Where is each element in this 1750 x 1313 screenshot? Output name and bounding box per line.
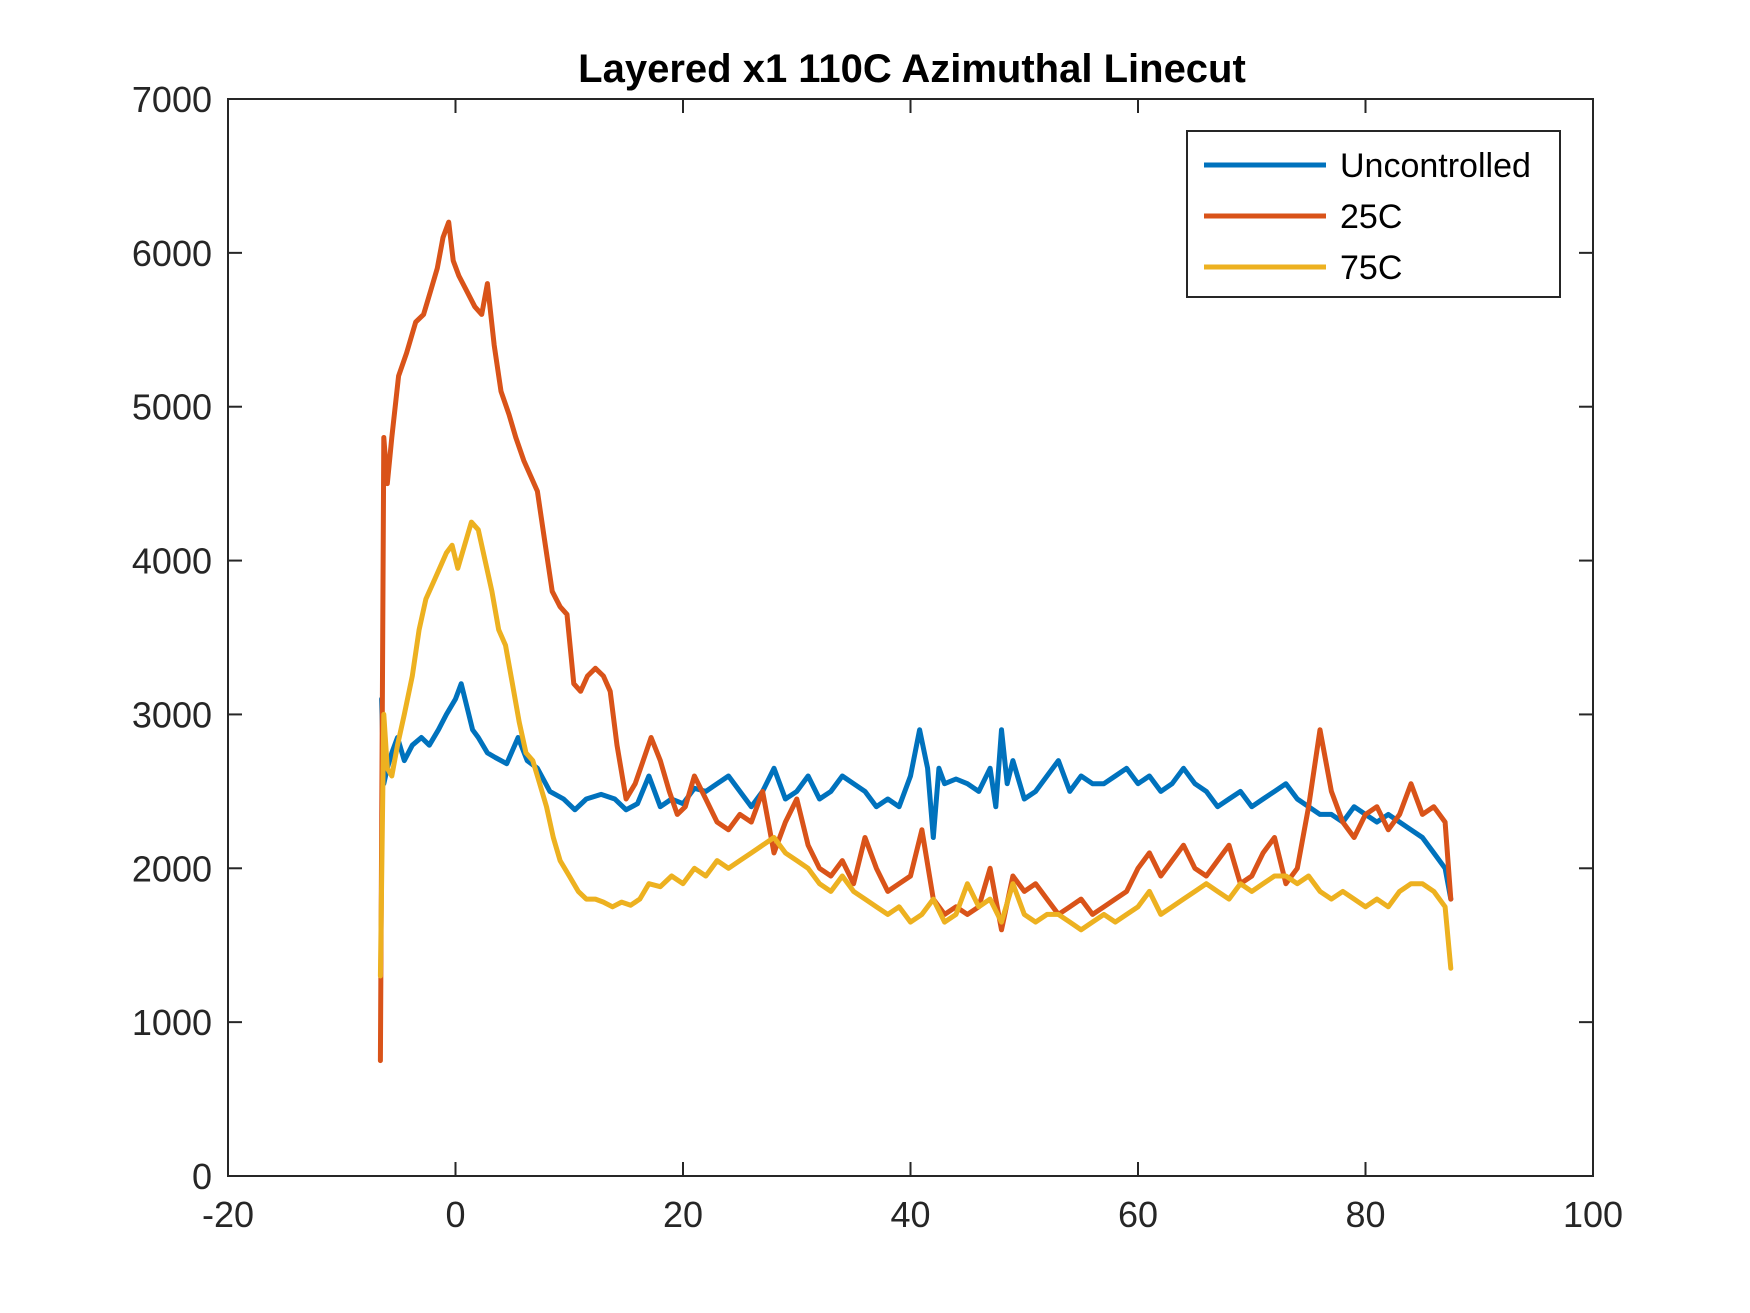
- x-tick-label: 0: [445, 1194, 465, 1235]
- y-tick-label: 5000: [132, 387, 212, 428]
- x-tick-label: 100: [1563, 1194, 1623, 1235]
- x-axis-tick-labels: -20 0 20 40 60 80 100: [202, 1194, 1623, 1235]
- x-tick-label: 20: [663, 1194, 703, 1235]
- y-tick-label: 4000: [132, 541, 212, 582]
- series-layer: [377, 219, 1454, 1064]
- x-tick-label: 60: [1118, 1194, 1158, 1235]
- chart-title: Layered x1 110C Azimuthal Linecut: [578, 47, 1246, 91]
- y-tick-label: 7000: [132, 79, 212, 120]
- x-tick-label: -20: [202, 1194, 254, 1235]
- y-tick-label: 3000: [132, 694, 212, 735]
- series-line-25c: [377, 219, 1454, 1064]
- series-line-uncontrolled: [379, 681, 1454, 902]
- plot-area-frame: [227, 98, 1594, 1177]
- x-tick-label: 40: [890, 1194, 930, 1235]
- y-axis-tick-labels: 0 1000 2000 3000 4000 5000 6000 7000: [132, 79, 212, 1197]
- legend-label: 75C: [1340, 249, 1402, 287]
- y-tick-label: 6000: [132, 233, 212, 274]
- y-tick-label: 0: [192, 1156, 212, 1197]
- y-tick-label: 2000: [132, 848, 212, 889]
- legend: Uncontrolled 25C 75C: [1186, 130, 1561, 298]
- axis-ticks: [227, 98, 1594, 1177]
- legend-label: Uncontrolled: [1340, 147, 1531, 185]
- legend-label: 25C: [1340, 198, 1402, 236]
- y-tick-label: 1000: [132, 1002, 212, 1043]
- series-line-75c: [377, 519, 1454, 979]
- x-tick-label: 80: [1345, 1194, 1385, 1235]
